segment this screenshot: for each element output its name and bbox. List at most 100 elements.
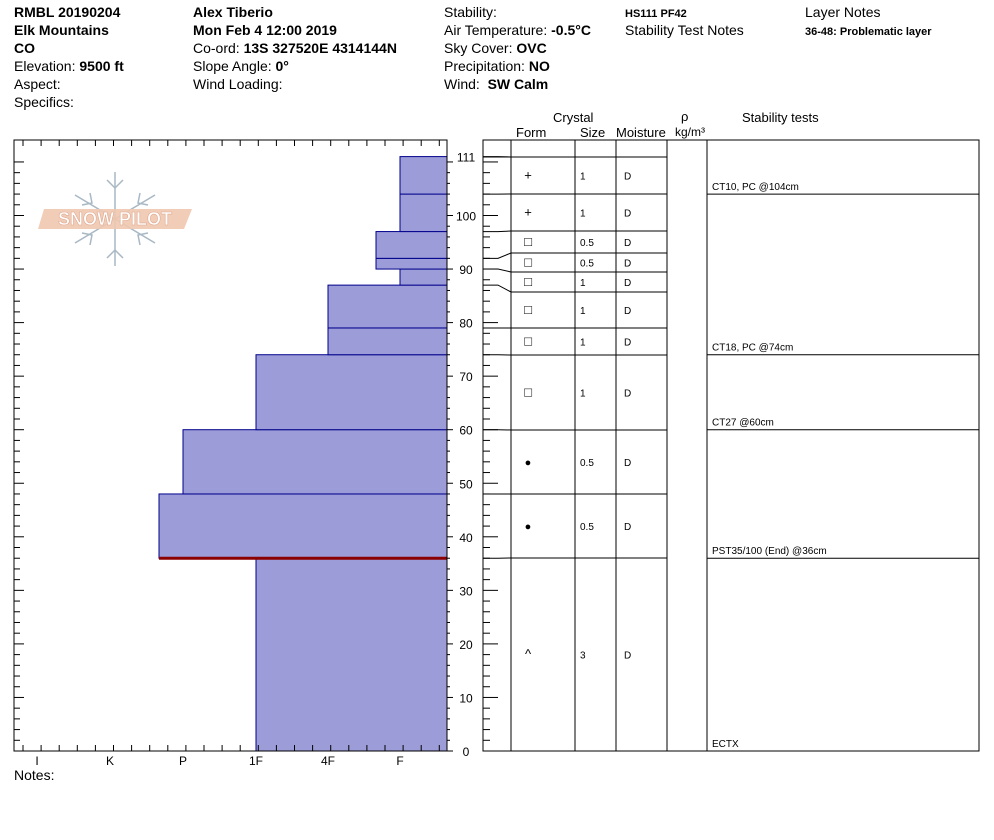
layer-connector xyxy=(483,252,512,259)
layer-table-frame xyxy=(482,139,980,752)
sky-label: Sky Cover: xyxy=(444,40,513,56)
aspect-label: Aspect: xyxy=(14,76,61,92)
grain-size: 0.5 xyxy=(580,522,594,533)
grain-form-icon: ^ xyxy=(525,647,532,662)
hardness-bar xyxy=(399,193,448,233)
height-label: 10 xyxy=(459,691,473,705)
slope-label: Slope Angle: xyxy=(193,58,272,74)
grain-form-icon: + xyxy=(524,168,532,183)
stability-label: Stability: xyxy=(444,4,497,20)
layer-connector xyxy=(483,230,512,233)
wind-value: SW Calm xyxy=(487,76,549,92)
moisture-value: D xyxy=(624,651,631,662)
sky-value: OVC xyxy=(516,40,547,56)
grain-form-icon: □ xyxy=(524,334,532,349)
layer-connector xyxy=(483,268,512,273)
grain-size: 0.5 xyxy=(580,238,594,249)
grain-size: 1 xyxy=(580,389,586,400)
datetime: Mon Feb 4 12:00 2019 xyxy=(193,22,337,38)
stability-test-label: CT27 @60cm xyxy=(712,418,774,429)
rho-heading: ρ xyxy=(681,109,689,124)
coord-label: Co-ord: xyxy=(193,40,240,56)
size-heading: Size xyxy=(580,125,606,140)
stability-test-label: CT10, PC @104cm xyxy=(712,182,799,193)
crystal-heading: Crystal xyxy=(553,110,594,125)
height-label: 40 xyxy=(459,531,473,545)
grain-size: 1 xyxy=(580,172,586,183)
slope-angle: Slope Angle: 0° xyxy=(193,57,289,75)
height-label: 0 xyxy=(463,745,470,759)
hardness-label: F xyxy=(396,754,403,768)
form-heading: Form xyxy=(516,125,547,140)
specifics-label: Specifics: xyxy=(14,94,74,110)
moisture-value: D xyxy=(624,389,631,400)
hardness-bar xyxy=(255,557,448,752)
pit-id: RMBL 20190204 xyxy=(14,4,121,20)
hardness-bar xyxy=(158,493,448,559)
grain-form-icon: ● xyxy=(525,521,532,533)
moisture-value: D xyxy=(624,259,631,270)
layer-connector xyxy=(483,284,512,293)
height-label: 90 xyxy=(459,263,473,277)
moisture-heading: Moisture xyxy=(616,125,666,140)
profile-frame xyxy=(13,139,448,752)
grain-form-icon: □ xyxy=(524,274,532,289)
grain-size: 1 xyxy=(580,209,586,220)
logo-banner xyxy=(38,209,192,229)
hardness-bar xyxy=(327,327,448,356)
coord-value: 13S 327520E 4314144N xyxy=(243,40,397,56)
sky-cover: Sky Cover: OVC xyxy=(444,39,547,57)
wind: Wind: SW Calm xyxy=(444,75,548,93)
grain-size: 1 xyxy=(580,306,586,317)
hardness-label: K xyxy=(106,754,114,768)
stability-test-notes-title: Stability Test Notes xyxy=(625,22,744,38)
height-label: 20 xyxy=(459,638,473,652)
grain-size: 0.5 xyxy=(580,458,594,469)
grain-form-icon: + xyxy=(524,205,532,220)
notes-label: Notes: xyxy=(14,767,55,783)
logo-text: SNOW PILOT xyxy=(58,209,172,229)
moisture-value: D xyxy=(624,172,631,183)
air-temp-label: Air Temperature: xyxy=(444,22,548,38)
hardness-bar xyxy=(182,429,448,495)
hardness-label: I xyxy=(35,754,38,768)
moisture-value: D xyxy=(624,278,631,289)
hardness-bar xyxy=(327,284,448,329)
wind-label: Wind: xyxy=(444,76,480,92)
moisture-value: D xyxy=(624,522,631,533)
hardness-bar xyxy=(375,231,448,259)
grain-form-icon: □ xyxy=(524,255,532,270)
density-unit: kg/m³ xyxy=(675,125,705,139)
layer-notes-title: Layer Notes xyxy=(805,4,881,20)
observer: Alex Tiberio xyxy=(193,4,273,20)
stability-tests-heading: Stability tests xyxy=(742,110,819,125)
hardness-label: 1F xyxy=(249,754,263,768)
height-label: 30 xyxy=(459,584,473,598)
height-label: 111 xyxy=(457,151,476,165)
wind-loading-label: Wind Loading: xyxy=(193,76,283,92)
air-temperature: Air Temperature: -0.5°C xyxy=(444,21,591,39)
height-label: 50 xyxy=(459,477,473,491)
grain-size: 1 xyxy=(580,338,586,349)
grain-size: 1 xyxy=(580,278,586,289)
hardness-bar xyxy=(399,268,448,286)
hardness-bar xyxy=(255,354,448,431)
grain-form-icon: □ xyxy=(524,302,532,317)
state: CO xyxy=(14,40,35,56)
stability-test-label: PST35/100 (End) @36cm xyxy=(712,546,827,557)
layer-note: 36-48: Problematic layer xyxy=(805,26,932,38)
grain-size: 0.5 xyxy=(580,259,594,270)
moisture-value: D xyxy=(624,458,631,469)
elevation-value: 9500 ft xyxy=(79,58,124,74)
grain-form-icon: ● xyxy=(525,457,532,469)
precip-label: Precipitation: xyxy=(444,58,525,74)
hardness-bar xyxy=(399,156,448,195)
hardness-label: 4F xyxy=(321,754,335,768)
hardness-label: P xyxy=(179,754,187,768)
precipitation: Precipitation: NO xyxy=(444,57,550,75)
mountain-range: Elk Mountains xyxy=(14,22,109,38)
moisture-value: D xyxy=(624,209,631,220)
height-label: 80 xyxy=(459,317,473,331)
precip-value: NO xyxy=(528,58,550,74)
